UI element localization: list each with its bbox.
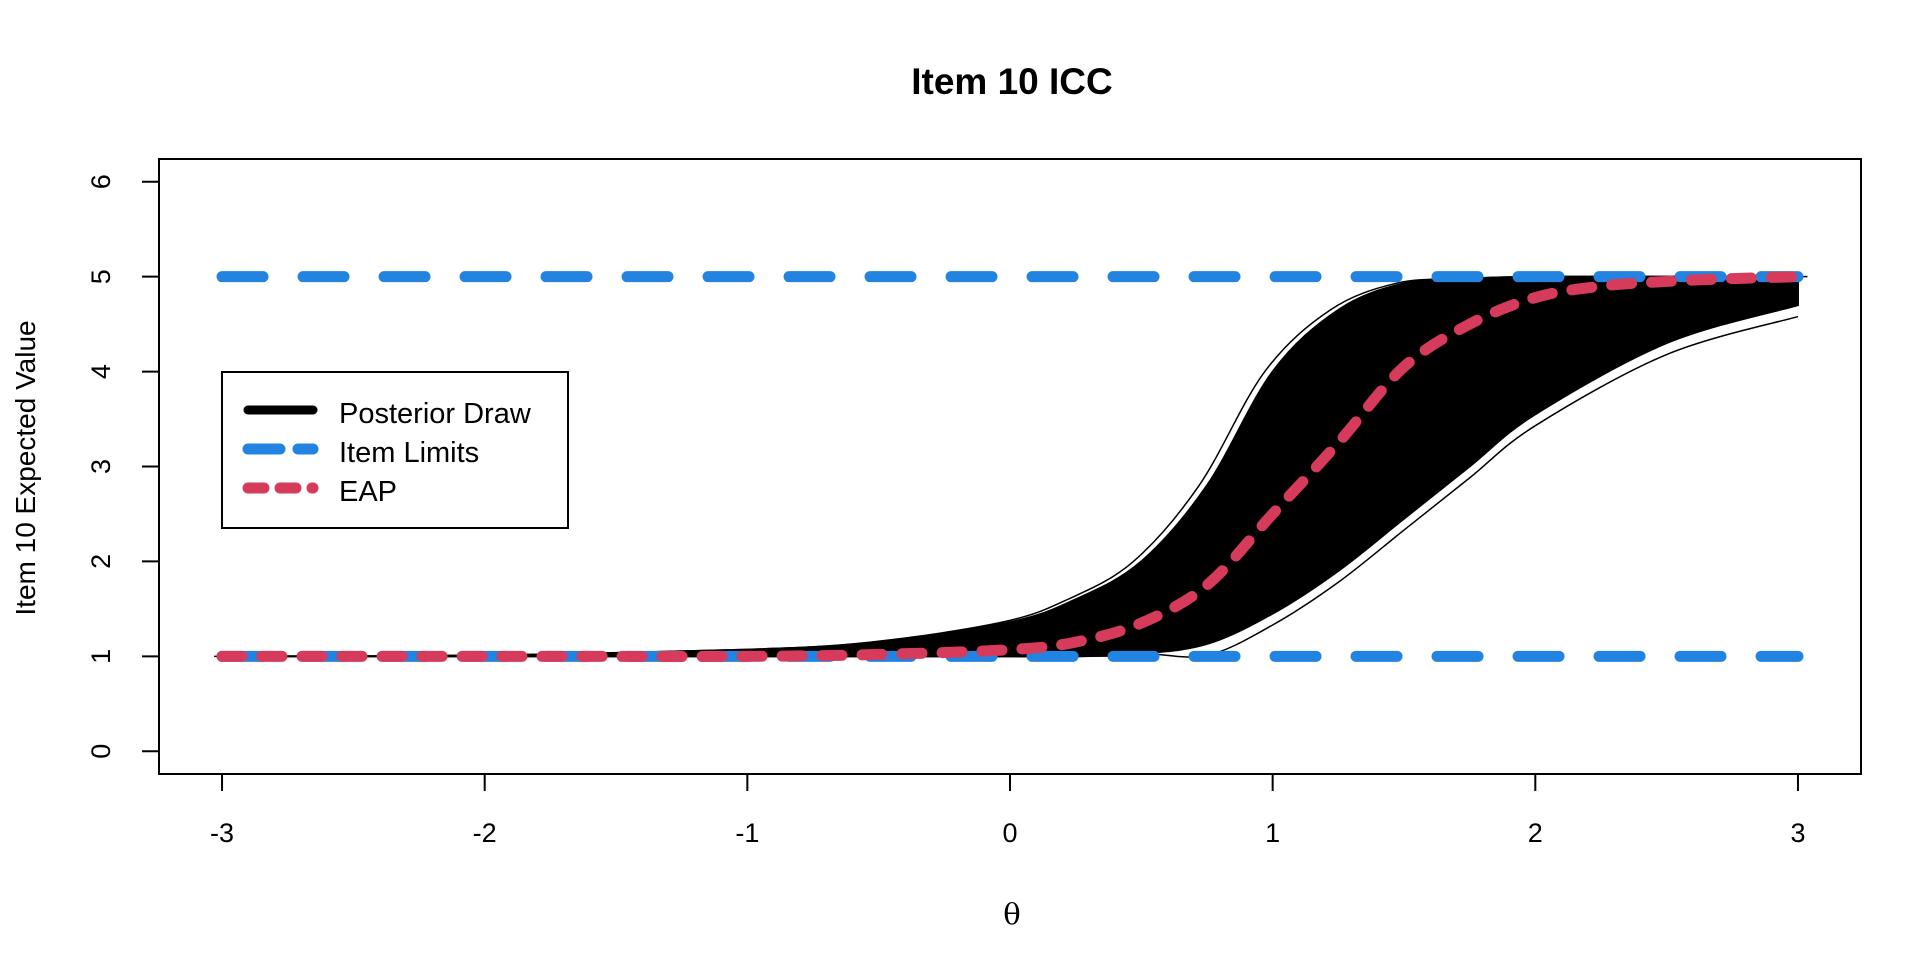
y-tick-label: 1 [86,649,116,664]
x-tick-label: 3 [1790,818,1805,848]
eap-line [216,271,1804,662]
y-tick-label: 4 [86,364,116,379]
x-tick-label: 1 [1265,818,1280,848]
chart-title: Item 10 ICC [911,61,1113,102]
x-tick-label: 2 [1528,818,1543,848]
legend-item-limits-label: Item Limits [339,437,479,469]
plot-area [214,271,1808,662]
x-axis: -3 -2 -1 0 1 2 3 [210,773,1805,848]
x-axis-label: θ [1003,897,1020,931]
x-tick-label: -2 [473,818,497,848]
y-tick-label: 5 [86,269,116,284]
x-tick-label: -1 [735,818,759,848]
y-tick-label: 2 [86,554,116,569]
legend-eap-label: EAP [339,476,397,508]
legend: Posterior Draw Item Limits EAP [221,371,569,529]
x-tick-label: -3 [210,818,234,848]
y-tick-label: 3 [86,459,116,474]
legend-posterior-draw-label: Posterior Draw [339,398,532,430]
y-axis: 0 1 2 3 4 5 6 [86,174,160,759]
y-axis-label: Item 10 Expected Value [10,320,41,615]
x-tick-label: 0 [1002,818,1017,848]
y-tick-label: 0 [86,744,116,759]
y-tick-label: 6 [86,174,116,189]
